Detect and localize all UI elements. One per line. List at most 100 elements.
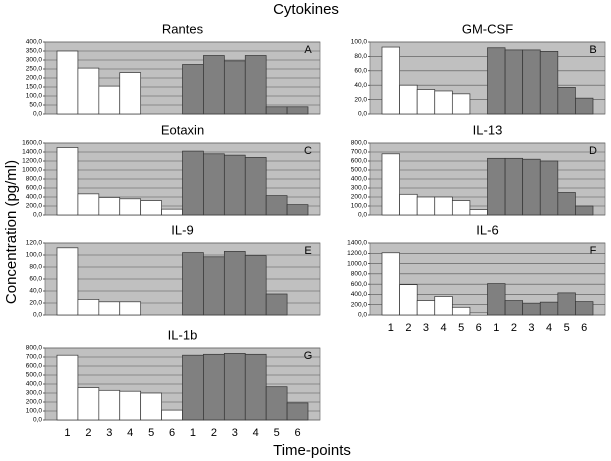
x-tick-label: 3 <box>423 322 429 334</box>
bar <box>416 89 436 115</box>
panel-title: Rantes <box>162 21 204 36</box>
bar <box>203 256 225 316</box>
x-tick-label: 3 <box>232 427 238 439</box>
panel-title: Eotaxin <box>161 122 204 137</box>
bar <box>451 93 471 115</box>
bar <box>223 154 246 216</box>
y-tick-label: 1000,0 <box>347 260 367 267</box>
x-tick-label: 2 <box>211 427 217 439</box>
x-tick-label: 2 <box>511 322 517 334</box>
y-tick-label: 1400,0 <box>347 240 367 247</box>
bar <box>98 389 121 421</box>
y-tick-label: 0,0 <box>358 312 367 319</box>
bar <box>487 47 506 115</box>
y-tick-label: 120,0 <box>26 240 43 247</box>
bar <box>265 293 288 316</box>
x-tick-label: 4 <box>253 427 259 439</box>
y-tick-label: 700,0 <box>26 354 43 361</box>
y-tick-label: 500,0 <box>351 167 368 174</box>
bar <box>77 299 100 316</box>
y-tick-label: 1000,0 <box>22 167 42 174</box>
bar <box>119 301 142 316</box>
bar <box>98 301 121 316</box>
bar <box>451 200 471 216</box>
bar <box>469 209 488 216</box>
panel-title: IL-6 <box>476 222 498 237</box>
x-tick-label: 1 <box>388 322 394 334</box>
bar <box>244 255 267 316</box>
bar <box>286 106 309 115</box>
x-tick-label: 2 <box>85 427 91 439</box>
bar <box>504 49 524 115</box>
y-tick-label: 400,0 <box>26 39 43 46</box>
bar <box>182 354 204 421</box>
figure-title: Cytokines <box>273 1 339 18</box>
y-tick-label: 1200,0 <box>22 158 42 165</box>
y-tick-label: 80,0 <box>29 264 42 271</box>
y-tick-label: 200,0 <box>26 203 43 210</box>
x-tick-label: 6 <box>476 322 482 334</box>
bar <box>161 208 183 216</box>
bar <box>203 153 225 216</box>
bar <box>203 353 225 421</box>
y-tick-label: 300,0 <box>351 185 368 192</box>
bar <box>182 64 204 115</box>
x-tick-label: 3 <box>106 427 112 439</box>
bar <box>575 97 594 115</box>
bar <box>286 402 309 421</box>
x-tick-label: 4 <box>127 427 133 439</box>
y-tick-label: 500,0 <box>26 372 43 379</box>
y-tick-label: 600,0 <box>351 281 368 288</box>
y-tick-label: 60,0 <box>29 276 42 283</box>
bar <box>434 90 453 115</box>
y-tick-label: 800,0 <box>351 271 368 278</box>
bar <box>381 46 400 115</box>
panel-title: IL-13 <box>473 122 503 137</box>
x-tick-label: 5 <box>148 427 154 439</box>
y-tick-label: 0,0 <box>33 212 42 219</box>
bar <box>575 205 594 216</box>
bar <box>244 353 267 421</box>
bar <box>487 157 506 216</box>
x-tick-label: 4 <box>546 322 552 334</box>
bar <box>56 147 79 216</box>
bar <box>469 312 488 316</box>
panel-letter: F <box>590 245 597 257</box>
y-tick-label: 100,0 <box>26 252 43 259</box>
bar <box>416 300 436 316</box>
panel-title: GM-CSF <box>462 21 513 36</box>
bar <box>182 252 204 316</box>
y-tick-label: 40,0 <box>354 82 367 89</box>
bar <box>77 67 100 115</box>
panel-letter: C <box>304 145 312 157</box>
bar <box>140 392 162 421</box>
bar <box>539 301 559 316</box>
bar <box>56 247 79 316</box>
bar <box>140 200 162 216</box>
bar <box>223 353 246 421</box>
bar <box>244 55 267 115</box>
y-tick-label: 200,0 <box>351 301 368 308</box>
bar <box>504 157 524 216</box>
y-tick-label: 100,0 <box>351 39 368 46</box>
bar <box>77 193 100 216</box>
bar <box>381 153 400 216</box>
y-tick-label: 100,0 <box>26 408 43 415</box>
y-tick-label: 800,0 <box>26 176 43 183</box>
y-tick-label: 20,0 <box>29 300 42 307</box>
bar <box>286 204 309 216</box>
bar <box>56 354 79 421</box>
bar <box>98 85 121 115</box>
y-tick-label: 150,0 <box>26 84 43 91</box>
bar <box>416 196 436 216</box>
y-tick-label: 600,0 <box>26 363 43 370</box>
bar <box>539 51 559 115</box>
x-tick-label: 5 <box>274 427 280 439</box>
y-tick-label: 200,0 <box>351 194 368 201</box>
bar <box>223 60 246 115</box>
bar <box>575 301 594 316</box>
y-tick-label: 0,0 <box>358 111 367 118</box>
y-tick-label: 400,0 <box>26 194 43 201</box>
y-tick-label: 600,0 <box>26 185 43 192</box>
